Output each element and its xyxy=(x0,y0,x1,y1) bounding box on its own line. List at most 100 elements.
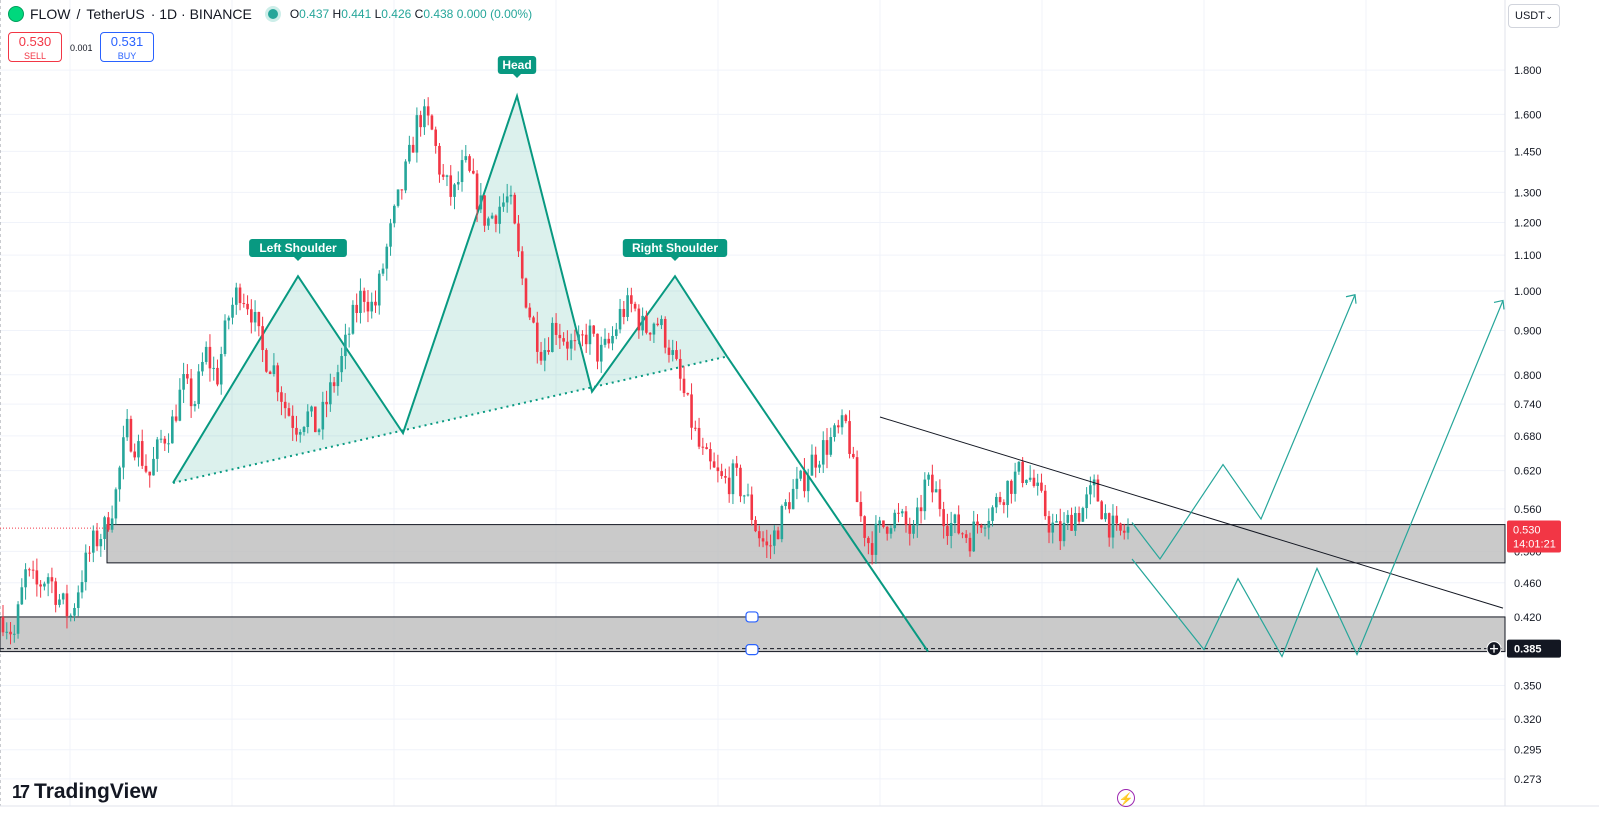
candle xyxy=(73,607,76,616)
candle xyxy=(449,175,453,197)
candle xyxy=(908,524,912,534)
candle xyxy=(1100,501,1103,520)
candle xyxy=(140,441,144,466)
candle xyxy=(1017,461,1021,472)
pattern-fill xyxy=(173,96,727,483)
candle xyxy=(870,543,874,555)
candle xyxy=(934,489,938,493)
candle xyxy=(332,382,336,387)
candle xyxy=(336,372,340,387)
candle xyxy=(242,303,246,305)
candle xyxy=(193,404,197,407)
candle xyxy=(204,346,208,362)
candle xyxy=(573,340,577,342)
candle xyxy=(107,517,110,530)
candle xyxy=(272,365,276,375)
candle xyxy=(599,344,603,362)
candle xyxy=(58,599,61,605)
candle xyxy=(1040,482,1043,491)
candle xyxy=(84,552,88,583)
symbol-base[interactable]: FLOW xyxy=(30,6,71,22)
candle xyxy=(280,392,283,402)
candle xyxy=(9,631,12,635)
candle xyxy=(784,502,787,507)
projection-arrowhead xyxy=(1345,294,1357,304)
candle xyxy=(498,206,501,224)
chart-header: FLOW / TetherUS · 1D · BINANCE O0.437 H0… xyxy=(8,6,532,22)
candle xyxy=(1058,521,1062,542)
candle xyxy=(551,322,554,352)
price-tick-label: 0.295 xyxy=(1514,745,1542,757)
interval-exchange[interactable]: · 1D · BINANCE xyxy=(150,6,252,22)
candle xyxy=(682,378,686,394)
candle xyxy=(588,325,592,345)
candle xyxy=(46,577,50,584)
symbol-quote[interactable]: TetherUS xyxy=(86,6,145,22)
candle xyxy=(54,581,57,605)
candle xyxy=(155,439,159,459)
candle xyxy=(298,432,302,435)
candle xyxy=(122,437,125,468)
candle xyxy=(39,584,42,587)
candle xyxy=(889,528,893,534)
candle xyxy=(776,530,780,540)
candle xyxy=(923,479,927,512)
currency-selector[interactable]: ⌄ USDT xyxy=(1508,4,1560,28)
candle xyxy=(788,502,791,510)
pattern-label-box xyxy=(497,56,537,74)
candle xyxy=(419,115,422,128)
candle xyxy=(919,507,923,512)
candle xyxy=(603,338,607,345)
candle xyxy=(742,495,746,497)
candle xyxy=(885,526,889,534)
drawn-lines xyxy=(726,294,1505,658)
candle xyxy=(957,514,960,534)
candle xyxy=(411,144,415,153)
candle xyxy=(915,507,919,526)
head-and-shoulders-pattern xyxy=(172,92,728,484)
candle xyxy=(1115,515,1119,524)
candle xyxy=(769,545,772,547)
candle xyxy=(1047,516,1051,533)
pattern-label-pointer xyxy=(513,74,521,78)
projection-arrowhead xyxy=(1493,299,1505,310)
price-tick-label: 0.560 xyxy=(1514,504,1542,516)
last-price-value: 0.530 xyxy=(1513,525,1541,537)
candle xyxy=(584,334,588,345)
candle xyxy=(366,301,370,312)
price-tick-label: 1.450 xyxy=(1514,146,1542,158)
candle xyxy=(607,338,611,344)
candle xyxy=(472,170,475,174)
candle xyxy=(859,502,863,517)
candle xyxy=(159,438,163,440)
candle xyxy=(441,174,445,177)
candle xyxy=(663,318,667,348)
buy-button[interactable]: 0.531 BUY xyxy=(100,32,154,62)
candle xyxy=(622,308,626,317)
candle xyxy=(931,474,934,493)
candle xyxy=(694,427,697,429)
support-zones xyxy=(0,524,1506,653)
pattern-labels: Left Shoulder Head Right Shoulder xyxy=(249,56,728,261)
candle xyxy=(494,215,498,224)
sell-button[interactable]: 0.530 SELL xyxy=(8,32,62,62)
pattern-label: Head xyxy=(502,58,531,72)
tradingview-logo[interactable]: 17 TradingView xyxy=(12,780,158,803)
lightning-icon[interactable]: ⚡ xyxy=(1117,789,1135,807)
candle xyxy=(1010,480,1013,494)
candle xyxy=(1006,480,1009,506)
pattern-label: Right Shoulder xyxy=(632,241,718,255)
candle xyxy=(1070,514,1073,531)
candle xyxy=(408,144,411,162)
candle xyxy=(1119,523,1122,531)
candle xyxy=(780,506,784,540)
candle xyxy=(810,454,814,476)
candle xyxy=(1122,530,1126,533)
candle xyxy=(5,631,9,633)
candle xyxy=(821,440,825,465)
candle xyxy=(50,577,54,582)
candle xyxy=(434,129,437,146)
candle xyxy=(701,446,705,448)
candle xyxy=(415,115,419,153)
